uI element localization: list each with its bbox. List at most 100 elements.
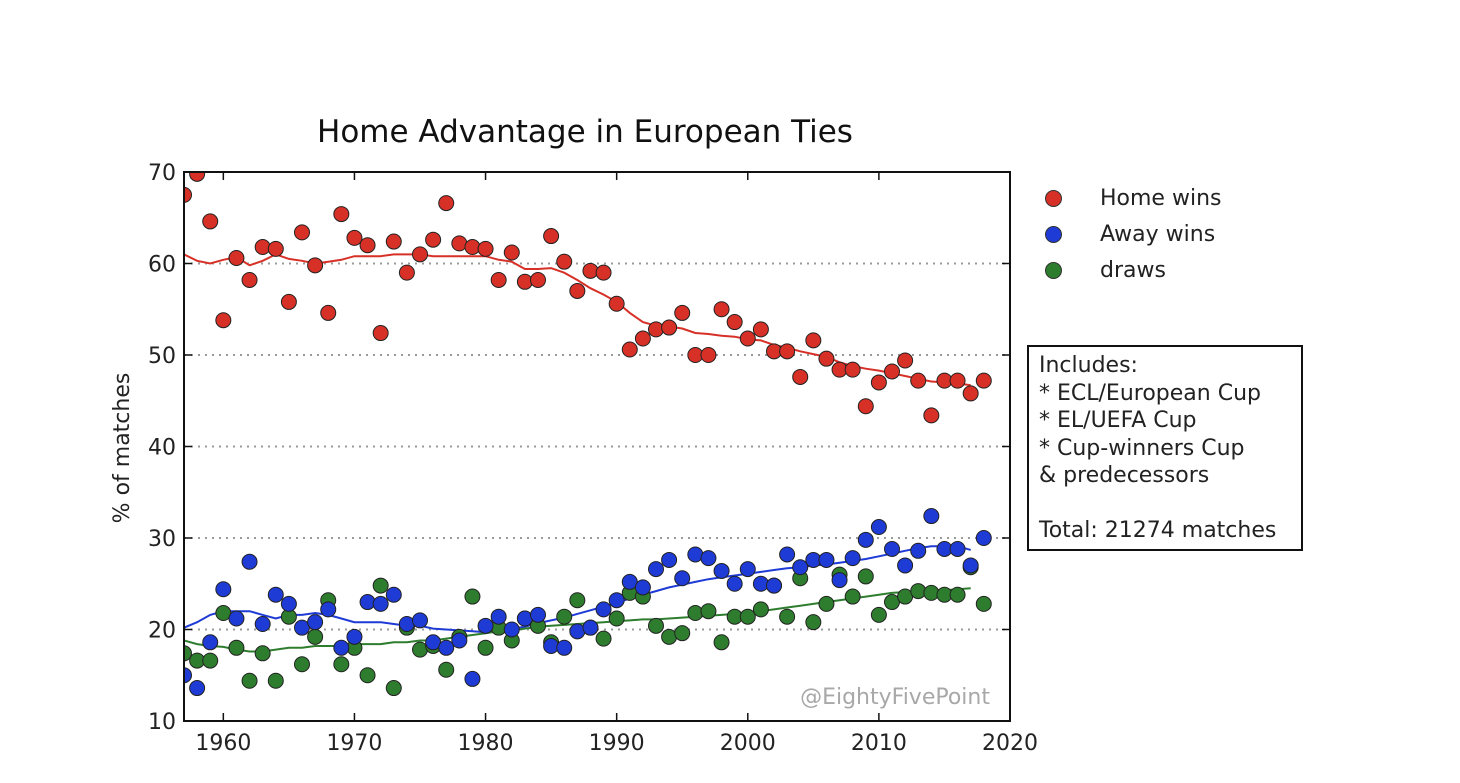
data-point-home xyxy=(372,325,389,342)
data-point-away xyxy=(398,616,415,633)
data-point-home xyxy=(398,264,415,281)
data-point-home xyxy=(425,231,442,248)
data-point-draws xyxy=(359,667,376,684)
data-point-draws xyxy=(569,592,586,609)
data-point-draws xyxy=(254,645,271,662)
data-point-away xyxy=(792,559,809,576)
data-point-draws xyxy=(844,588,861,605)
data-point-home xyxy=(267,240,284,257)
y-tick-label: 60 xyxy=(148,253,176,278)
data-point-away xyxy=(372,595,389,612)
data-point-draws xyxy=(713,634,730,651)
data-point-away xyxy=(556,639,573,656)
data-point-draws xyxy=(438,661,455,678)
data-point-home xyxy=(228,250,245,267)
legend: Home wins Away wins draws xyxy=(1040,186,1260,294)
x-tick-label: 2010 xyxy=(851,731,907,756)
data-point-away xyxy=(582,619,599,636)
data-point-away xyxy=(267,586,284,603)
data-point-home xyxy=(884,363,900,380)
data-point-draws xyxy=(805,614,822,631)
data-point-away xyxy=(307,614,324,631)
data-point-home xyxy=(184,186,192,203)
data-point-draws xyxy=(923,584,940,601)
data-point-home xyxy=(792,368,809,385)
data-point-away xyxy=(949,540,966,557)
data-point-draws xyxy=(241,672,258,689)
data-point-draws xyxy=(739,608,756,625)
data-point-away xyxy=(202,634,219,651)
data-point-away xyxy=(320,601,337,618)
annotation-box: Includes: * ECL/European Cup * EL/UEFA C… xyxy=(1027,345,1303,551)
data-point-draws xyxy=(595,630,612,647)
data-point-draws xyxy=(412,641,428,658)
data-point-home xyxy=(739,330,756,347)
data-point-away xyxy=(464,670,481,687)
grid-lines xyxy=(184,262,1010,631)
legend-label-draws: draws xyxy=(1100,258,1166,283)
data-point-away xyxy=(975,530,992,546)
data-point-home xyxy=(385,233,402,250)
data-point-home xyxy=(516,273,533,290)
data-point-home xyxy=(726,314,743,331)
data-point-draws xyxy=(687,605,704,622)
y-tick-label: 30 xyxy=(148,527,176,552)
data-point-draws xyxy=(333,656,350,673)
data-point-away xyxy=(687,546,704,563)
y-tick-label: 20 xyxy=(148,619,176,644)
axis-ticks: 10 20 30 40 50 60 70 1960 1970 1980 1990 2000 2010 20… xyxy=(148,161,1038,756)
y-tick-label: 10 xyxy=(148,710,176,735)
annotation-spacer xyxy=(1039,490,1301,518)
data-point-draws xyxy=(949,586,966,603)
x-tick-label: 1970 xyxy=(326,731,382,756)
data-point-home xyxy=(779,343,796,360)
data-point-away xyxy=(779,546,796,563)
legend-label-away: Away wins xyxy=(1100,222,1216,247)
data-point-home xyxy=(556,253,573,270)
data-point-away xyxy=(228,610,245,627)
data-point-home xyxy=(346,229,363,246)
data-point-home xyxy=(975,372,992,389)
data-point-home xyxy=(280,293,297,310)
data-point-home xyxy=(254,239,271,256)
data-point-draws xyxy=(700,603,717,620)
data-point-draws xyxy=(307,628,324,645)
data-point-away xyxy=(674,570,691,587)
data-point-draws xyxy=(294,656,310,673)
data-point-away xyxy=(189,680,206,697)
chart-title: Home Advantage in European Ties xyxy=(317,114,853,150)
data-point-away xyxy=(595,601,612,618)
data-point-home xyxy=(189,172,206,182)
data-point-home xyxy=(621,341,638,358)
data-point-home xyxy=(923,407,940,424)
legend-label-home: Home wins xyxy=(1100,186,1222,211)
annotation-line: * EL/UEFA Cup xyxy=(1039,408,1197,433)
watermark: @EightyFivePoint xyxy=(800,685,990,710)
data-point-away xyxy=(451,632,468,649)
plot-frame xyxy=(183,171,1011,722)
data-point-away xyxy=(280,595,297,612)
data-point-away xyxy=(490,608,507,625)
legend-dot-home xyxy=(1045,190,1062,207)
data-point-home xyxy=(752,321,769,338)
data-point-home xyxy=(857,398,874,415)
data-point-away xyxy=(831,572,848,589)
data-point-away xyxy=(530,606,546,623)
data-point-away xyxy=(700,550,717,567)
data-points xyxy=(184,172,992,697)
data-point-home xyxy=(490,271,507,288)
data-point-away xyxy=(503,621,520,638)
data-point-draws xyxy=(975,595,992,612)
data-point-draws xyxy=(372,577,389,594)
y-tick-label: 50 xyxy=(148,344,176,369)
data-point-home xyxy=(412,246,428,263)
trend-line-away xyxy=(184,545,971,634)
data-point-home xyxy=(818,350,835,367)
data-point-away xyxy=(870,519,887,536)
data-point-draws xyxy=(202,652,219,669)
data-point-home xyxy=(307,257,324,274)
data-point-away xyxy=(766,577,782,594)
data-point-home xyxy=(897,352,914,369)
data-point-home xyxy=(661,319,678,336)
data-point-home xyxy=(700,347,717,363)
